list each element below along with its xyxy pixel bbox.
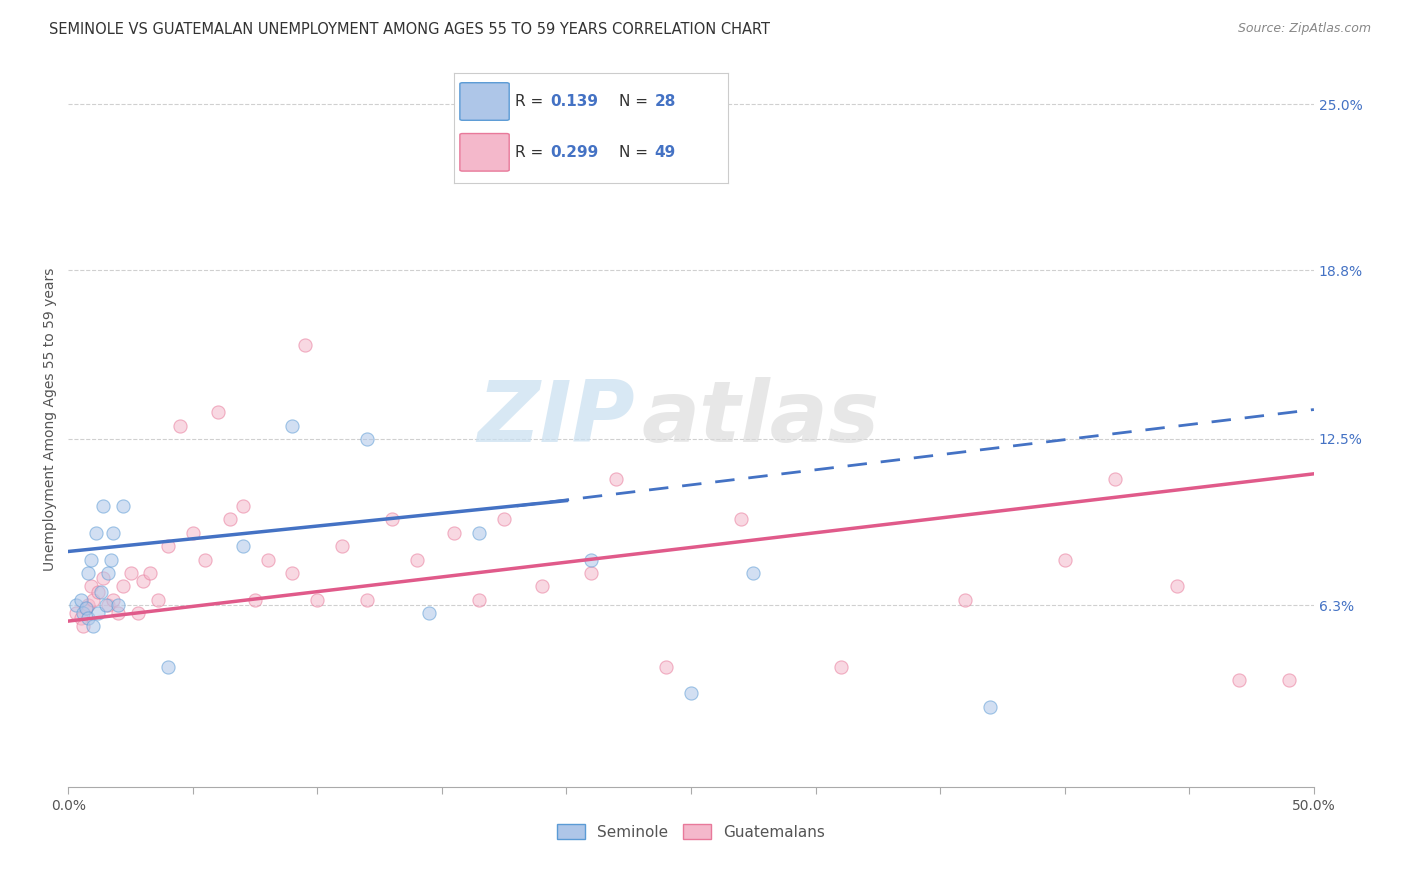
Text: ZIP: ZIP [478,377,636,460]
Point [65,606,87,620]
Point [1053,552,1076,566]
Point [112,579,135,593]
Point [468,592,491,607]
Point [581,566,603,580]
Point [139,566,162,580]
Point [101,592,124,607]
Point [830,659,852,673]
Point [294,338,316,352]
Point [1166,579,1188,593]
Point [953,592,976,607]
Point [65,598,87,612]
Point [75,600,97,615]
Text: Source: ZipAtlas.com: Source: ZipAtlas.com [1237,22,1371,36]
Point [443,525,465,540]
Point [468,525,491,540]
Point [494,512,516,526]
Point [112,499,135,513]
Point [84,525,107,540]
Point [132,574,155,588]
Point [181,525,204,540]
Point [91,571,114,585]
Point [69,611,91,625]
Point [681,686,703,700]
Point [256,552,278,566]
Point [82,592,104,607]
Point [356,592,378,607]
Point [156,659,179,673]
Point [87,584,110,599]
Point [101,525,124,540]
Point [100,552,122,566]
Point [77,611,100,625]
Point [307,592,329,607]
Text: SEMINOLE VS GUATEMALAN UNEMPLOYMENT AMONG AGES 55 TO 59 YEARS CORRELATION CHART: SEMINOLE VS GUATEMALAN UNEMPLOYMENT AMON… [49,22,770,37]
Point [107,606,129,620]
Point [94,598,117,612]
Point [742,566,765,580]
Point [243,592,266,607]
Point [77,598,100,612]
Text: atlas: atlas [641,377,879,460]
Point [530,579,553,593]
Point [169,418,191,433]
Point [194,552,217,566]
Point [281,418,304,433]
Point [406,552,429,566]
Point [232,499,254,513]
Point [219,512,242,526]
Point [77,566,100,580]
Point [87,606,110,620]
Point [97,598,120,612]
Point [730,512,752,526]
Point [72,619,94,633]
Point [79,552,101,566]
Point [330,539,353,553]
Point [605,472,627,486]
Point [418,606,440,620]
Point [72,606,94,620]
Point [90,584,112,599]
Point [120,566,142,580]
Point [79,579,101,593]
Point [75,600,97,615]
Point [232,539,254,553]
Point [581,552,603,566]
Point [655,659,678,673]
Point [1104,472,1126,486]
Point [281,566,304,580]
Point [69,592,91,607]
Point [1278,673,1301,687]
Point [207,405,229,419]
Point [97,566,120,580]
Point [1227,673,1250,687]
Point [979,699,1001,714]
Point [91,499,114,513]
Point [82,619,104,633]
Point [381,512,404,526]
Point [356,432,378,446]
Point [146,592,169,607]
Y-axis label: Unemployment Among Ages 55 to 59 years: Unemployment Among Ages 55 to 59 years [44,268,58,571]
Point [156,539,179,553]
Point [127,606,149,620]
Legend: Seminole, Guatemalans: Seminole, Guatemalans [551,818,831,846]
Point [107,598,129,612]
